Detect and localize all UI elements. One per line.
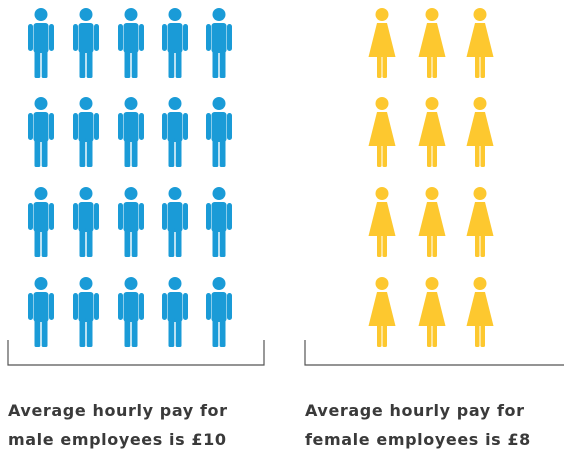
male-icon <box>206 8 232 78</box>
caption: male employees is £10 <box>8 430 227 449</box>
bracket <box>304 340 564 366</box>
bracket <box>7 340 265 366</box>
female-icon <box>418 8 446 78</box>
male-icon <box>73 8 99 78</box>
female-icon <box>368 97 396 167</box>
male-icon <box>28 187 54 257</box>
caption: female employees is £8 <box>305 430 531 449</box>
female-icon <box>368 277 396 347</box>
male-icon <box>28 8 54 78</box>
female-icon <box>418 277 446 347</box>
male-icon <box>162 277 188 347</box>
male-icon <box>162 97 188 167</box>
male-icon <box>206 187 232 257</box>
male-icon <box>73 187 99 257</box>
male-icon <box>73 277 99 347</box>
female-icon <box>466 8 494 78</box>
male-icon <box>28 277 54 347</box>
male-icon <box>206 97 232 167</box>
female-icon <box>368 8 396 78</box>
female-icon <box>418 187 446 257</box>
female-icon <box>466 277 494 347</box>
caption: Average hourly pay for <box>305 401 525 420</box>
male-icon <box>73 97 99 167</box>
male-icon <box>118 277 144 347</box>
male-icon <box>118 187 144 257</box>
female-icon <box>466 187 494 257</box>
female-icon <box>466 97 494 167</box>
male-icon <box>118 97 144 167</box>
female-icon <box>368 187 396 257</box>
caption: Average hourly pay for <box>8 401 228 420</box>
female-icon <box>418 97 446 167</box>
male-icon <box>162 8 188 78</box>
icon-grid <box>28 8 494 347</box>
male-icon <box>118 8 144 78</box>
male-icon <box>162 187 188 257</box>
male-icon <box>28 97 54 167</box>
male-icon <box>206 277 232 347</box>
